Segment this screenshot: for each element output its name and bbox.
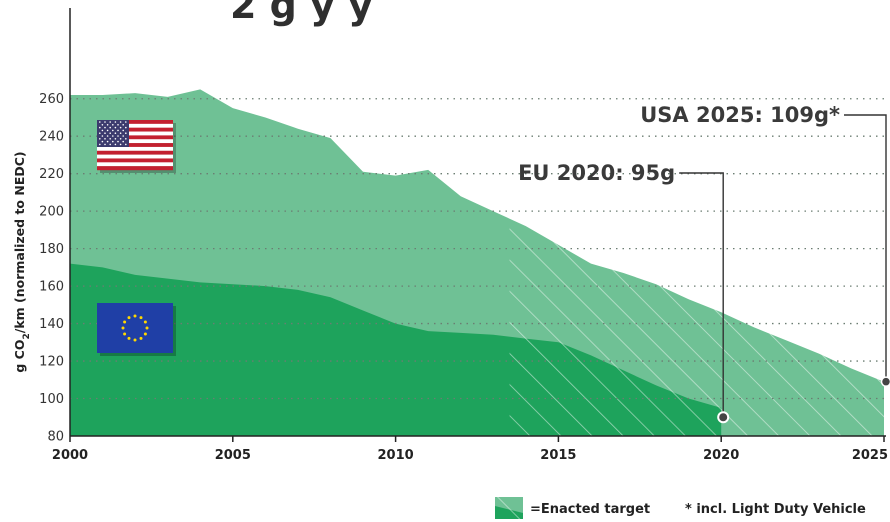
- y-tick-label: 180: [39, 242, 64, 257]
- y-tick-label: 100: [39, 392, 64, 407]
- usa-callout-label: USA 2025: 109g*: [640, 103, 840, 127]
- usa-target-point: [880, 376, 890, 387]
- axes: [69, 8, 886, 437]
- eu-callout-line: [679, 172, 724, 418]
- usa-callout-line: [844, 114, 887, 382]
- x-tick-label: 2010: [378, 448, 414, 463]
- callouts: USA 2025: 109g* EU 2020: 95g: [518, 103, 890, 424]
- chart-title-fragment: 2 g y y: [230, 0, 373, 27]
- enacted-hatch-area: [509, 218, 884, 436]
- x-tick-label: 2025: [852, 448, 888, 463]
- y-tick-label: 80: [47, 430, 64, 445]
- tick-labels: 80 100 120 140 160 180 200 220 240 260 2000 2005 201…: [39, 92, 888, 463]
- legend-enacted-label: =Enacted target: [530, 502, 650, 517]
- legend: =Enacted target * incl. Light Duty Vehic…: [495, 497, 866, 519]
- legend-footnote-label: * incl. Light Duty Vehicle: [685, 502, 866, 517]
- y-tick-label: 120: [39, 355, 64, 370]
- eu-flag: [97, 303, 176, 356]
- y-tick-label: 140: [39, 317, 64, 332]
- y-tick-label: 160: [39, 280, 64, 295]
- x-tick-label: 2005: [215, 448, 251, 463]
- y-tick-label: 220: [39, 167, 64, 182]
- x-tick-label: 2015: [540, 448, 576, 463]
- eu-callout-label: EU 2020: 95g: [518, 161, 675, 185]
- eu-target-point: [717, 411, 730, 424]
- x-tick-label: 2000: [52, 448, 88, 463]
- y-axis-label: g CO2/km (normalized to NEDC): [12, 151, 32, 372]
- us-flag: [97, 120, 176, 173]
- y-tick-label: 200: [39, 205, 64, 220]
- y-tick-label: 240: [39, 130, 64, 145]
- x-tick-label: 2020: [703, 448, 739, 463]
- legend-enacted-swatch: [495, 497, 523, 519]
- y-tick-label: 260: [39, 92, 64, 107]
- enacted-target-hatch: [509, 218, 884, 436]
